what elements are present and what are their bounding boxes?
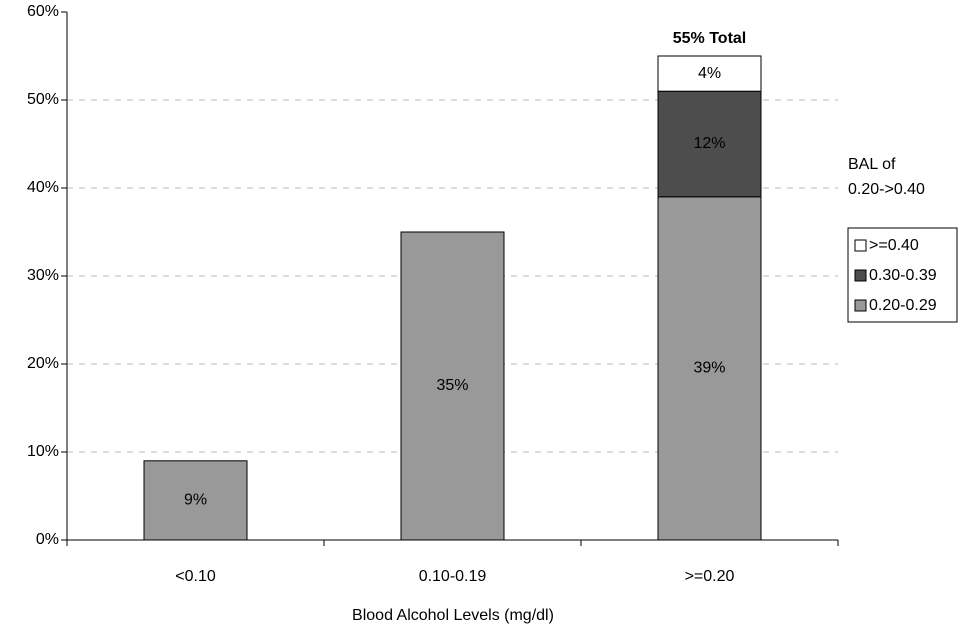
- legend-title: 0.20->0.40: [848, 181, 925, 198]
- data-label: 35%: [436, 377, 468, 394]
- x-tick-label: >=0.20: [685, 568, 735, 585]
- x-tick-label: <0.10: [175, 568, 216, 585]
- data-label: 39%: [693, 360, 725, 377]
- bar-segment: [657, 90, 762, 198]
- legend-label: >=0.40: [869, 237, 919, 254]
- data-label: 9%: [184, 492, 207, 509]
- data-label: 12%: [693, 135, 725, 152]
- legend-swatch: [854, 299, 867, 312]
- x-axis-title: Blood Alcohol Levels (mg/dl): [352, 607, 554, 624]
- legend-swatch: [854, 269, 867, 282]
- y-tick-label: 0%: [36, 531, 59, 548]
- y-tick-label: 10%: [27, 443, 59, 460]
- legend-label: 0.20-0.29: [869, 297, 937, 314]
- bar-segment: [143, 460, 248, 541]
- legend-swatch: [854, 239, 867, 252]
- annotation: 55% Total: [673, 30, 747, 47]
- x-tick-label: 0.10-0.19: [419, 568, 487, 585]
- legend-label: 0.30-0.39: [869, 267, 937, 284]
- y-tick-label: 20%: [27, 355, 59, 372]
- bar-segment: [400, 231, 505, 541]
- data-label: 4%: [698, 65, 721, 82]
- legend-title: BAL of: [848, 156, 896, 173]
- y-tick-label: 60%: [27, 3, 59, 20]
- y-tick-label: 30%: [27, 267, 59, 284]
- bar-segment: [657, 196, 762, 541]
- bar-segment: [657, 55, 762, 92]
- y-tick-label: 40%: [27, 179, 59, 196]
- y-tick-label: 50%: [27, 91, 59, 108]
